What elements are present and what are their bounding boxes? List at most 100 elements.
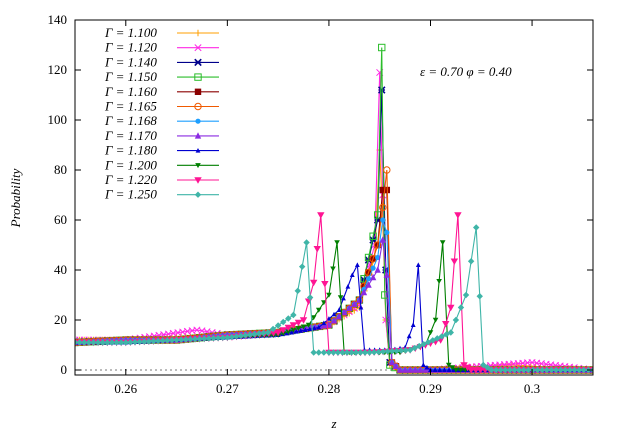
data-point	[131, 338, 139, 346]
data-point	[412, 366, 419, 373]
y-tick-label: 100	[48, 112, 68, 127]
legend-label: Γ = 1.220	[104, 172, 157, 187]
legend-label: Γ = 1.170	[104, 128, 157, 143]
data-point	[434, 335, 441, 342]
data-point	[442, 367, 447, 372]
data-point	[506, 366, 514, 374]
data-point	[476, 293, 483, 300]
data-point	[369, 273, 377, 281]
data-point	[348, 349, 355, 356]
data-point	[242, 332, 249, 339]
data-point	[321, 320, 327, 326]
data-point	[309, 279, 318, 287]
data-point	[416, 342, 423, 350]
data-point	[552, 366, 560, 374]
y-tick-label: 140	[48, 12, 68, 27]
legend-item: Γ = 1.165	[104, 99, 219, 114]
legend-item: Γ = 1.250	[104, 187, 219, 202]
data-point	[420, 340, 427, 348]
data-point	[320, 349, 328, 356]
data-point	[336, 307, 342, 312]
data-point	[443, 331, 450, 338]
data-point	[484, 364, 491, 371]
data-point	[305, 322, 312, 328]
data-point	[299, 317, 308, 324]
data-point	[420, 362, 426, 367]
data-point	[515, 366, 523, 374]
data-point	[380, 217, 386, 223]
data-point	[452, 316, 460, 324]
y-tick-label: 60	[54, 212, 67, 227]
data-point	[321, 321, 328, 329]
data-point	[280, 318, 287, 326]
data-point	[316, 324, 322, 330]
data-point	[298, 328, 304, 333]
data-point	[454, 212, 462, 219]
data-point	[117, 339, 125, 346]
data-point	[210, 334, 217, 342]
data-point	[315, 349, 322, 356]
legend-label: Γ = 1.180	[104, 143, 157, 158]
data-point	[488, 366, 495, 374]
data-point	[410, 322, 416, 327]
data-point	[168, 337, 176, 344]
data-point	[298, 263, 306, 270]
data-point	[406, 333, 412, 339]
data-point	[141, 338, 148, 345]
data-point	[145, 338, 153, 345]
data-point	[194, 58, 202, 67]
data-point	[575, 366, 583, 374]
data-point	[480, 361, 487, 369]
data-point	[295, 326, 302, 332]
y-tick-label: 120	[48, 62, 68, 77]
y-tick-label: 20	[54, 312, 67, 327]
data-point	[366, 349, 373, 356]
data-point	[76, 339, 83, 346]
data-point	[378, 43, 386, 52]
data-point	[379, 236, 386, 243]
data-point	[438, 333, 445, 340]
data-point	[529, 366, 537, 374]
x-axis-label: z	[330, 416, 336, 431]
data-point	[476, 367, 485, 374]
data-point	[356, 296, 363, 303]
data-point	[300, 324, 307, 330]
data-point	[195, 118, 201, 124]
data-point	[177, 336, 185, 343]
data-point	[379, 348, 387, 355]
data-point	[411, 344, 418, 352]
data-point	[195, 163, 201, 169]
data-point	[562, 366, 569, 374]
data-point	[450, 258, 459, 265]
data-point	[113, 339, 120, 346]
data-point	[360, 288, 368, 296]
data-point	[274, 329, 282, 337]
data-point	[539, 366, 546, 374]
data-point	[379, 203, 387, 212]
data-point	[341, 295, 346, 301]
data-point	[447, 304, 455, 312]
legend-label: Γ = 1.160	[104, 84, 157, 99]
data-point	[326, 316, 332, 321]
legend-label: Γ = 1.150	[104, 69, 157, 84]
legend-label: Γ = 1.120	[104, 40, 157, 55]
data-point	[194, 191, 202, 198]
series-line	[75, 219, 593, 371]
y-tick-label: 80	[54, 162, 67, 177]
data-point	[543, 366, 551, 374]
data-point	[534, 366, 541, 374]
data-point	[194, 73, 202, 81]
data-point	[388, 358, 396, 366]
data-point	[154, 337, 162, 345]
x-tick-label: 0.28	[318, 381, 341, 396]
data-point	[351, 300, 358, 307]
data-point	[326, 292, 332, 298]
data-point	[274, 322, 282, 329]
data-point	[365, 281, 372, 288]
data-point	[173, 336, 180, 344]
parameter-annotation: ε = 0.70 φ = 0.40	[420, 64, 512, 79]
legend-item: Γ = 1.168	[104, 113, 219, 128]
data-point	[255, 330, 263, 337]
data-point	[439, 240, 446, 246]
data-point	[201, 335, 208, 342]
